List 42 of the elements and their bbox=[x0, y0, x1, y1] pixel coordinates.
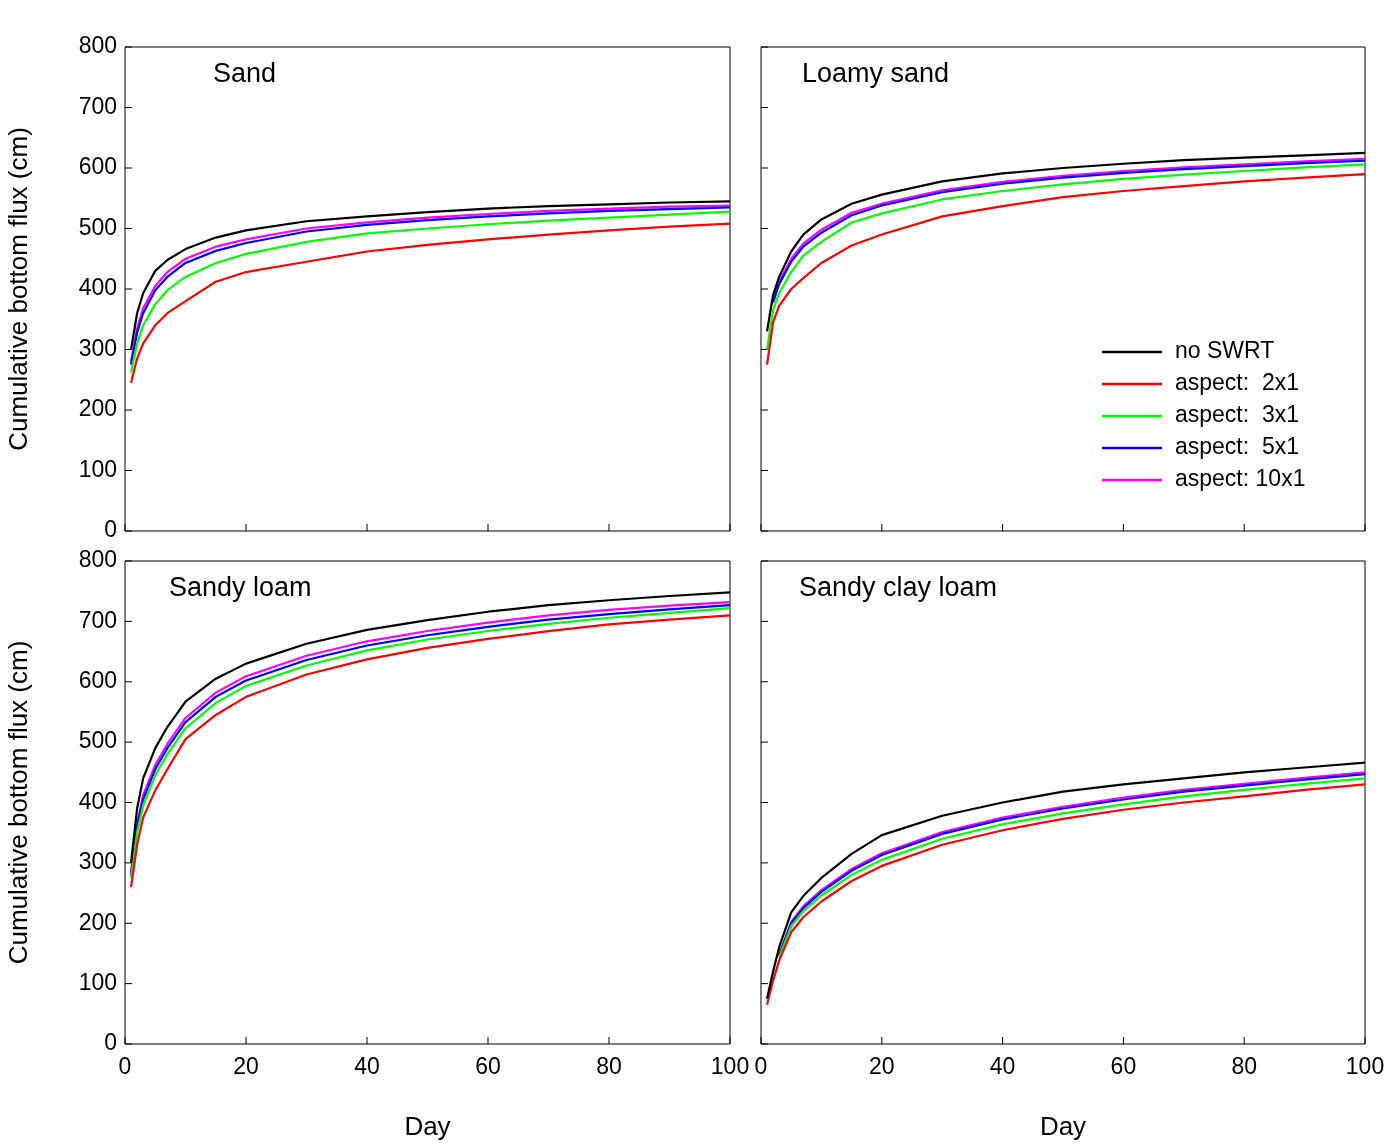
y-tick-label: 200 bbox=[78, 395, 117, 422]
legend-label: no SWRT bbox=[1175, 337, 1275, 364]
x-tick-label: 0 bbox=[754, 1053, 768, 1080]
y-tick-label: 300 bbox=[78, 334, 117, 361]
x-tick-label: 100 bbox=[710, 1053, 750, 1080]
y-tick-label: 400 bbox=[78, 787, 117, 814]
y-tick-label: 0 bbox=[104, 516, 117, 543]
y-tick-label: 0 bbox=[104, 1029, 117, 1056]
y-tick-label: 400 bbox=[78, 274, 117, 301]
legend-label: aspect: 3x1 bbox=[1175, 401, 1300, 428]
x-axis-title: Day bbox=[1039, 1110, 1087, 1141]
x-tick-label: 100 bbox=[1345, 1053, 1385, 1080]
x-tick-label: 60 bbox=[1110, 1053, 1137, 1080]
chart-title: Sand bbox=[213, 58, 277, 89]
y-tick-label: 800 bbox=[78, 32, 117, 59]
x-tick-label: 80 bbox=[596, 1053, 622, 1080]
y-axis-title: Cumulative bottom flux (cm) bbox=[2, 127, 33, 451]
x-tick-label: 80 bbox=[1231, 1053, 1257, 1080]
legend-label: aspect: 2x1 bbox=[1175, 369, 1300, 396]
y-tick-label: 700 bbox=[78, 92, 117, 119]
y-tick-label: 500 bbox=[78, 213, 117, 240]
y-tick-label: 100 bbox=[78, 968, 117, 995]
x-tick-label: 40 bbox=[354, 1053, 380, 1080]
x-tick-label: 20 bbox=[869, 1053, 895, 1080]
y-tick-label: 200 bbox=[78, 908, 117, 935]
y-axis-title: Cumulative bottom flux (cm) bbox=[2, 640, 33, 965]
x-tick-label: 20 bbox=[233, 1053, 259, 1080]
chart-title: Loamy sand bbox=[802, 58, 950, 89]
y-tick-label: 600 bbox=[78, 153, 117, 180]
y-tick-label: 500 bbox=[78, 727, 117, 754]
x-tick-label: 40 bbox=[989, 1053, 1016, 1080]
legend-label: aspect: 10x1 bbox=[1175, 465, 1306, 492]
y-tick-label: 100 bbox=[78, 455, 117, 482]
chart-title: Sandy loam bbox=[169, 572, 312, 603]
y-tick-label: 800 bbox=[78, 546, 117, 573]
chart-title: Sandy clay loam bbox=[799, 572, 998, 603]
y-tick-label: 600 bbox=[78, 667, 117, 694]
x-axis-title: Day bbox=[404, 1110, 451, 1141]
legend-label: aspect: 5x1 bbox=[1175, 433, 1300, 460]
y-tick-label: 700 bbox=[78, 606, 117, 633]
y-tick-label: 300 bbox=[78, 848, 117, 875]
x-tick-label: 60 bbox=[475, 1053, 501, 1080]
